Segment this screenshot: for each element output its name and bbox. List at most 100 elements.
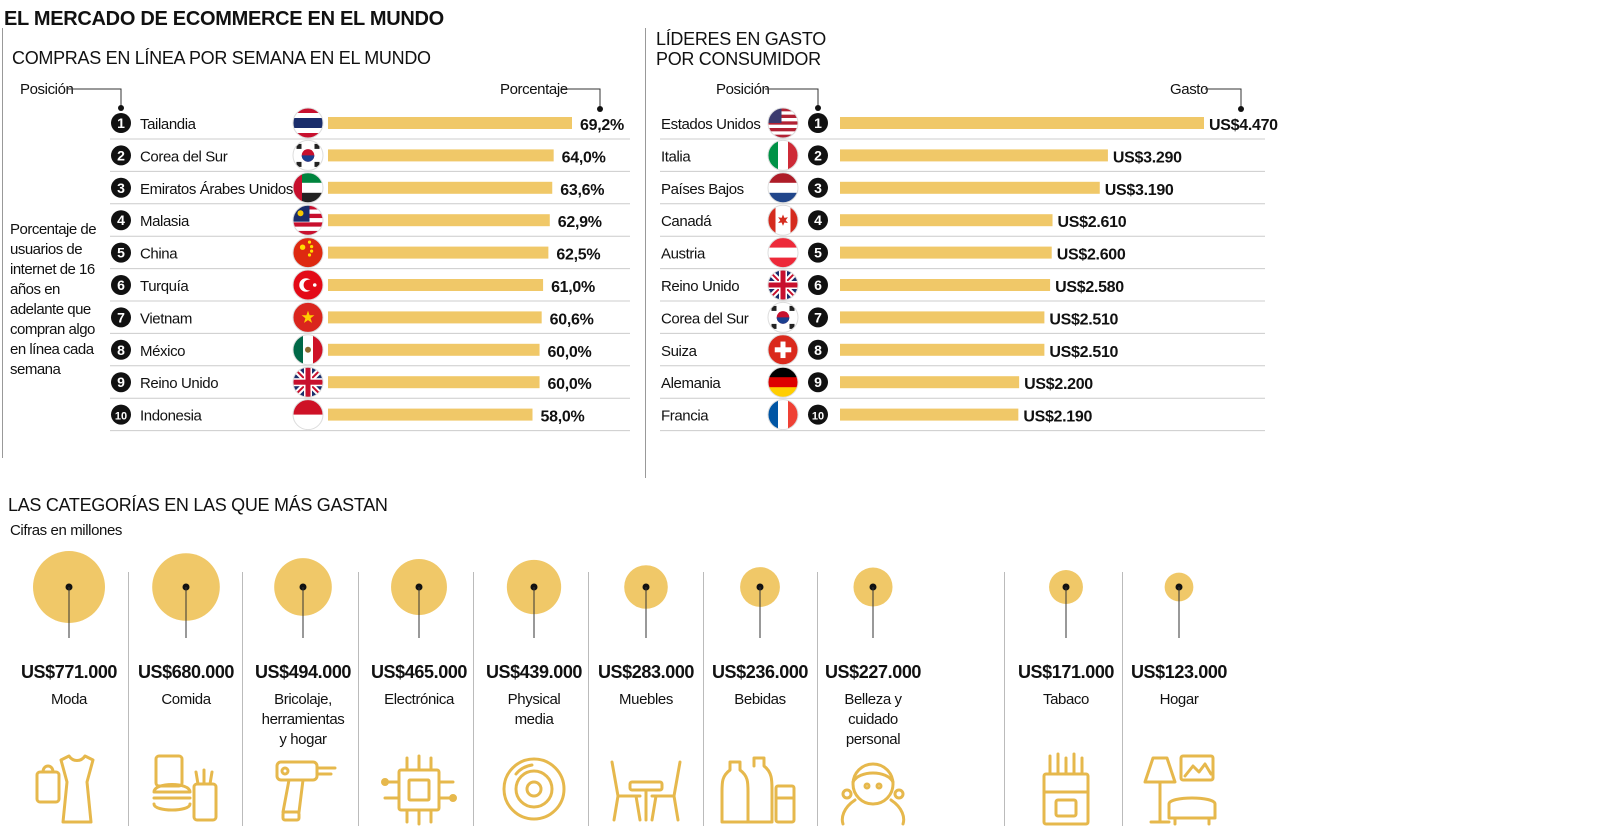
left-position-leader <box>68 88 122 106</box>
category-value: US$227.000 <box>824 662 922 682</box>
right-rank-number: 2 <box>814 147 822 163</box>
left-bar <box>328 246 549 259</box>
category-column: US$771.000 Moda <box>11 560 127 826</box>
left-row: 10 Indonesia 58,0% <box>110 399 630 432</box>
category-separator <box>358 572 359 826</box>
left-country-name: Tailandia <box>140 116 197 133</box>
china-flag-icon <box>292 237 324 269</box>
right-rank-number: 9 <box>814 374 822 390</box>
category-separator <box>128 572 129 826</box>
left-rank-number: 9 <box>117 374 125 390</box>
right-rank-badge <box>808 275 828 295</box>
right-position-label: Posición <box>716 81 770 98</box>
category-label: Belleza y cuidado personal <box>844 691 902 748</box>
right-country-name: Suiza <box>661 343 698 360</box>
right-value-label: US$2.600 <box>1057 247 1126 264</box>
right-country-name: Reino Unido <box>661 278 739 295</box>
right-value-label: US$4.470 <box>1209 117 1278 134</box>
right-row: Corea del Sur 7 US$2.510 <box>660 301 1265 334</box>
cigarettes-icon <box>1042 752 1090 826</box>
right-rank-number: 4 <box>814 212 822 228</box>
right-value-label: US$2.610 <box>1058 214 1127 231</box>
right-bar <box>840 214 1053 227</box>
left-bar <box>328 408 533 421</box>
left-bar <box>328 376 540 389</box>
left-value-label: 60,6% <box>550 311 594 328</box>
right-title-line1: LÍDERES EN GASTO <box>656 29 826 49</box>
right-value-label: US$2.190 <box>1023 409 1092 426</box>
left-value-label: 64,0% <box>562 149 606 166</box>
right-bar <box>840 181 1100 194</box>
category-value: US$771.000 <box>20 662 118 682</box>
category-column: US$236.000 Bebidas <box>702 560 818 826</box>
face-care-icon <box>840 762 906 826</box>
left-country-name: Malasia <box>140 213 190 230</box>
category-value: US$283.000 <box>597 662 695 682</box>
left-row: 7 Vietnam 60,6% <box>110 301 630 334</box>
right-rank-badge <box>808 339 828 360</box>
mexico-flag-icon <box>292 334 324 366</box>
canada-flag-icon <box>767 204 799 236</box>
right-bar <box>840 408 1019 421</box>
austria-flag-icon <box>767 237 799 269</box>
left-note: Porcentaje de usuarios de internet de 16… <box>10 221 97 378</box>
left-rank-badge <box>111 339 131 360</box>
right-title-line2: POR CONSUMIDOR <box>656 49 821 69</box>
right-value-label: US$2.510 <box>1049 311 1118 328</box>
left-row: 5 China 62,5% <box>110 237 630 270</box>
left-country-name: Turquía <box>140 278 189 295</box>
category-column: US$465.000 Electrónica <box>361 560 477 826</box>
left-rank-number: 6 <box>117 277 125 293</box>
category-label: Bebidas <box>734 691 786 708</box>
drill-icon <box>275 760 337 822</box>
right-value-label: US$2.580 <box>1055 279 1124 296</box>
netherlands-flag-icon <box>767 172 799 204</box>
left-bar <box>328 343 540 356</box>
right-row: Estados Unidos 1 US$4.470 <box>660 107 1278 140</box>
category-label: Electrónica <box>384 691 454 708</box>
uk-flag-icon <box>767 269 799 301</box>
left-bar <box>328 117 572 129</box>
category-separator <box>817 572 818 826</box>
category-value: US$680.000 <box>137 662 235 682</box>
furniture-icon <box>610 760 682 822</box>
left-rank-number: 1 <box>117 115 125 131</box>
left-rank-number: 7 <box>117 309 125 325</box>
right-rank-number: 8 <box>814 342 822 358</box>
right-rank-number: 10 <box>812 411 824 423</box>
right-row: Canadá 4 US$2.610 <box>660 204 1265 237</box>
left-rank-badge <box>111 242 131 263</box>
right-rank-badge <box>808 372 828 393</box>
left-rank-badge <box>111 113 131 133</box>
left-country-name: Vietnam <box>140 310 192 327</box>
left-country-name: Corea del Sur <box>140 148 228 165</box>
category-value: US$171.000 <box>1017 662 1115 682</box>
disc-icon <box>502 757 566 821</box>
right-value-label: Gasto <box>1170 81 1209 98</box>
germany-flag-icon <box>767 366 799 398</box>
category-column: US$123.000 Hogar <box>1121 560 1237 826</box>
right-row: Suiza 8 US$2.510 <box>660 334 1265 367</box>
right-rank-number: 5 <box>814 245 822 261</box>
malaysia-flag-icon <box>292 204 324 236</box>
left-value-label: 62,9% <box>558 214 602 231</box>
right-country-name: Países Bajos <box>661 181 744 198</box>
left-row: 3 Emiratos Árabes Unidos 63,6% <box>110 172 630 205</box>
category-separator <box>703 572 704 826</box>
category-column: US$439.000 Physical media <box>476 560 592 826</box>
left-country-name: Indonesia <box>140 408 203 425</box>
category-value: US$236.000 <box>711 662 809 682</box>
right-bar <box>840 376 1020 389</box>
fast-food-icon <box>152 754 218 822</box>
right-rank-badge <box>808 307 828 328</box>
circuit-chip-icon <box>381 754 457 826</box>
right-country-name: Alemania <box>661 375 721 392</box>
left-rank-number: 8 <box>117 342 125 358</box>
right-value-label: US$3.190 <box>1105 182 1174 199</box>
category-column: US$680.000 Comida <box>128 560 244 826</box>
left-value-label: Porcentaje <box>500 81 568 98</box>
right-country-name: Canadá <box>661 213 712 230</box>
right-rank-number: 7 <box>814 309 822 325</box>
left-value-label: 62,5% <box>556 247 600 264</box>
